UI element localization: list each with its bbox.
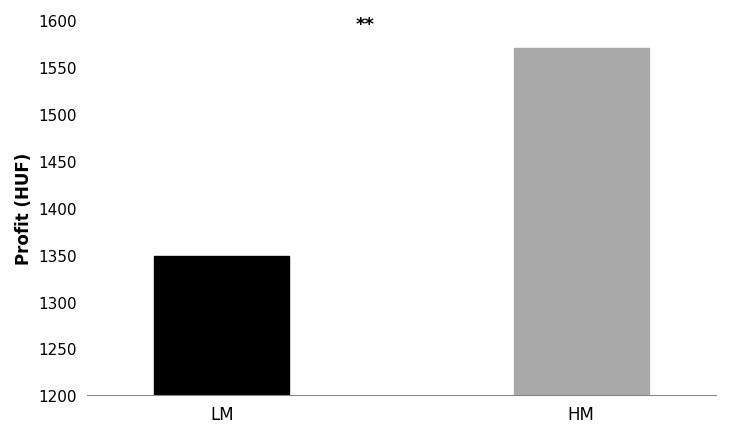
Bar [154, 257, 289, 438]
Text: **: ** [356, 16, 375, 34]
Bar [514, 49, 648, 438]
Y-axis label: Profit (HUF): Profit (HUF) [15, 152, 33, 264]
